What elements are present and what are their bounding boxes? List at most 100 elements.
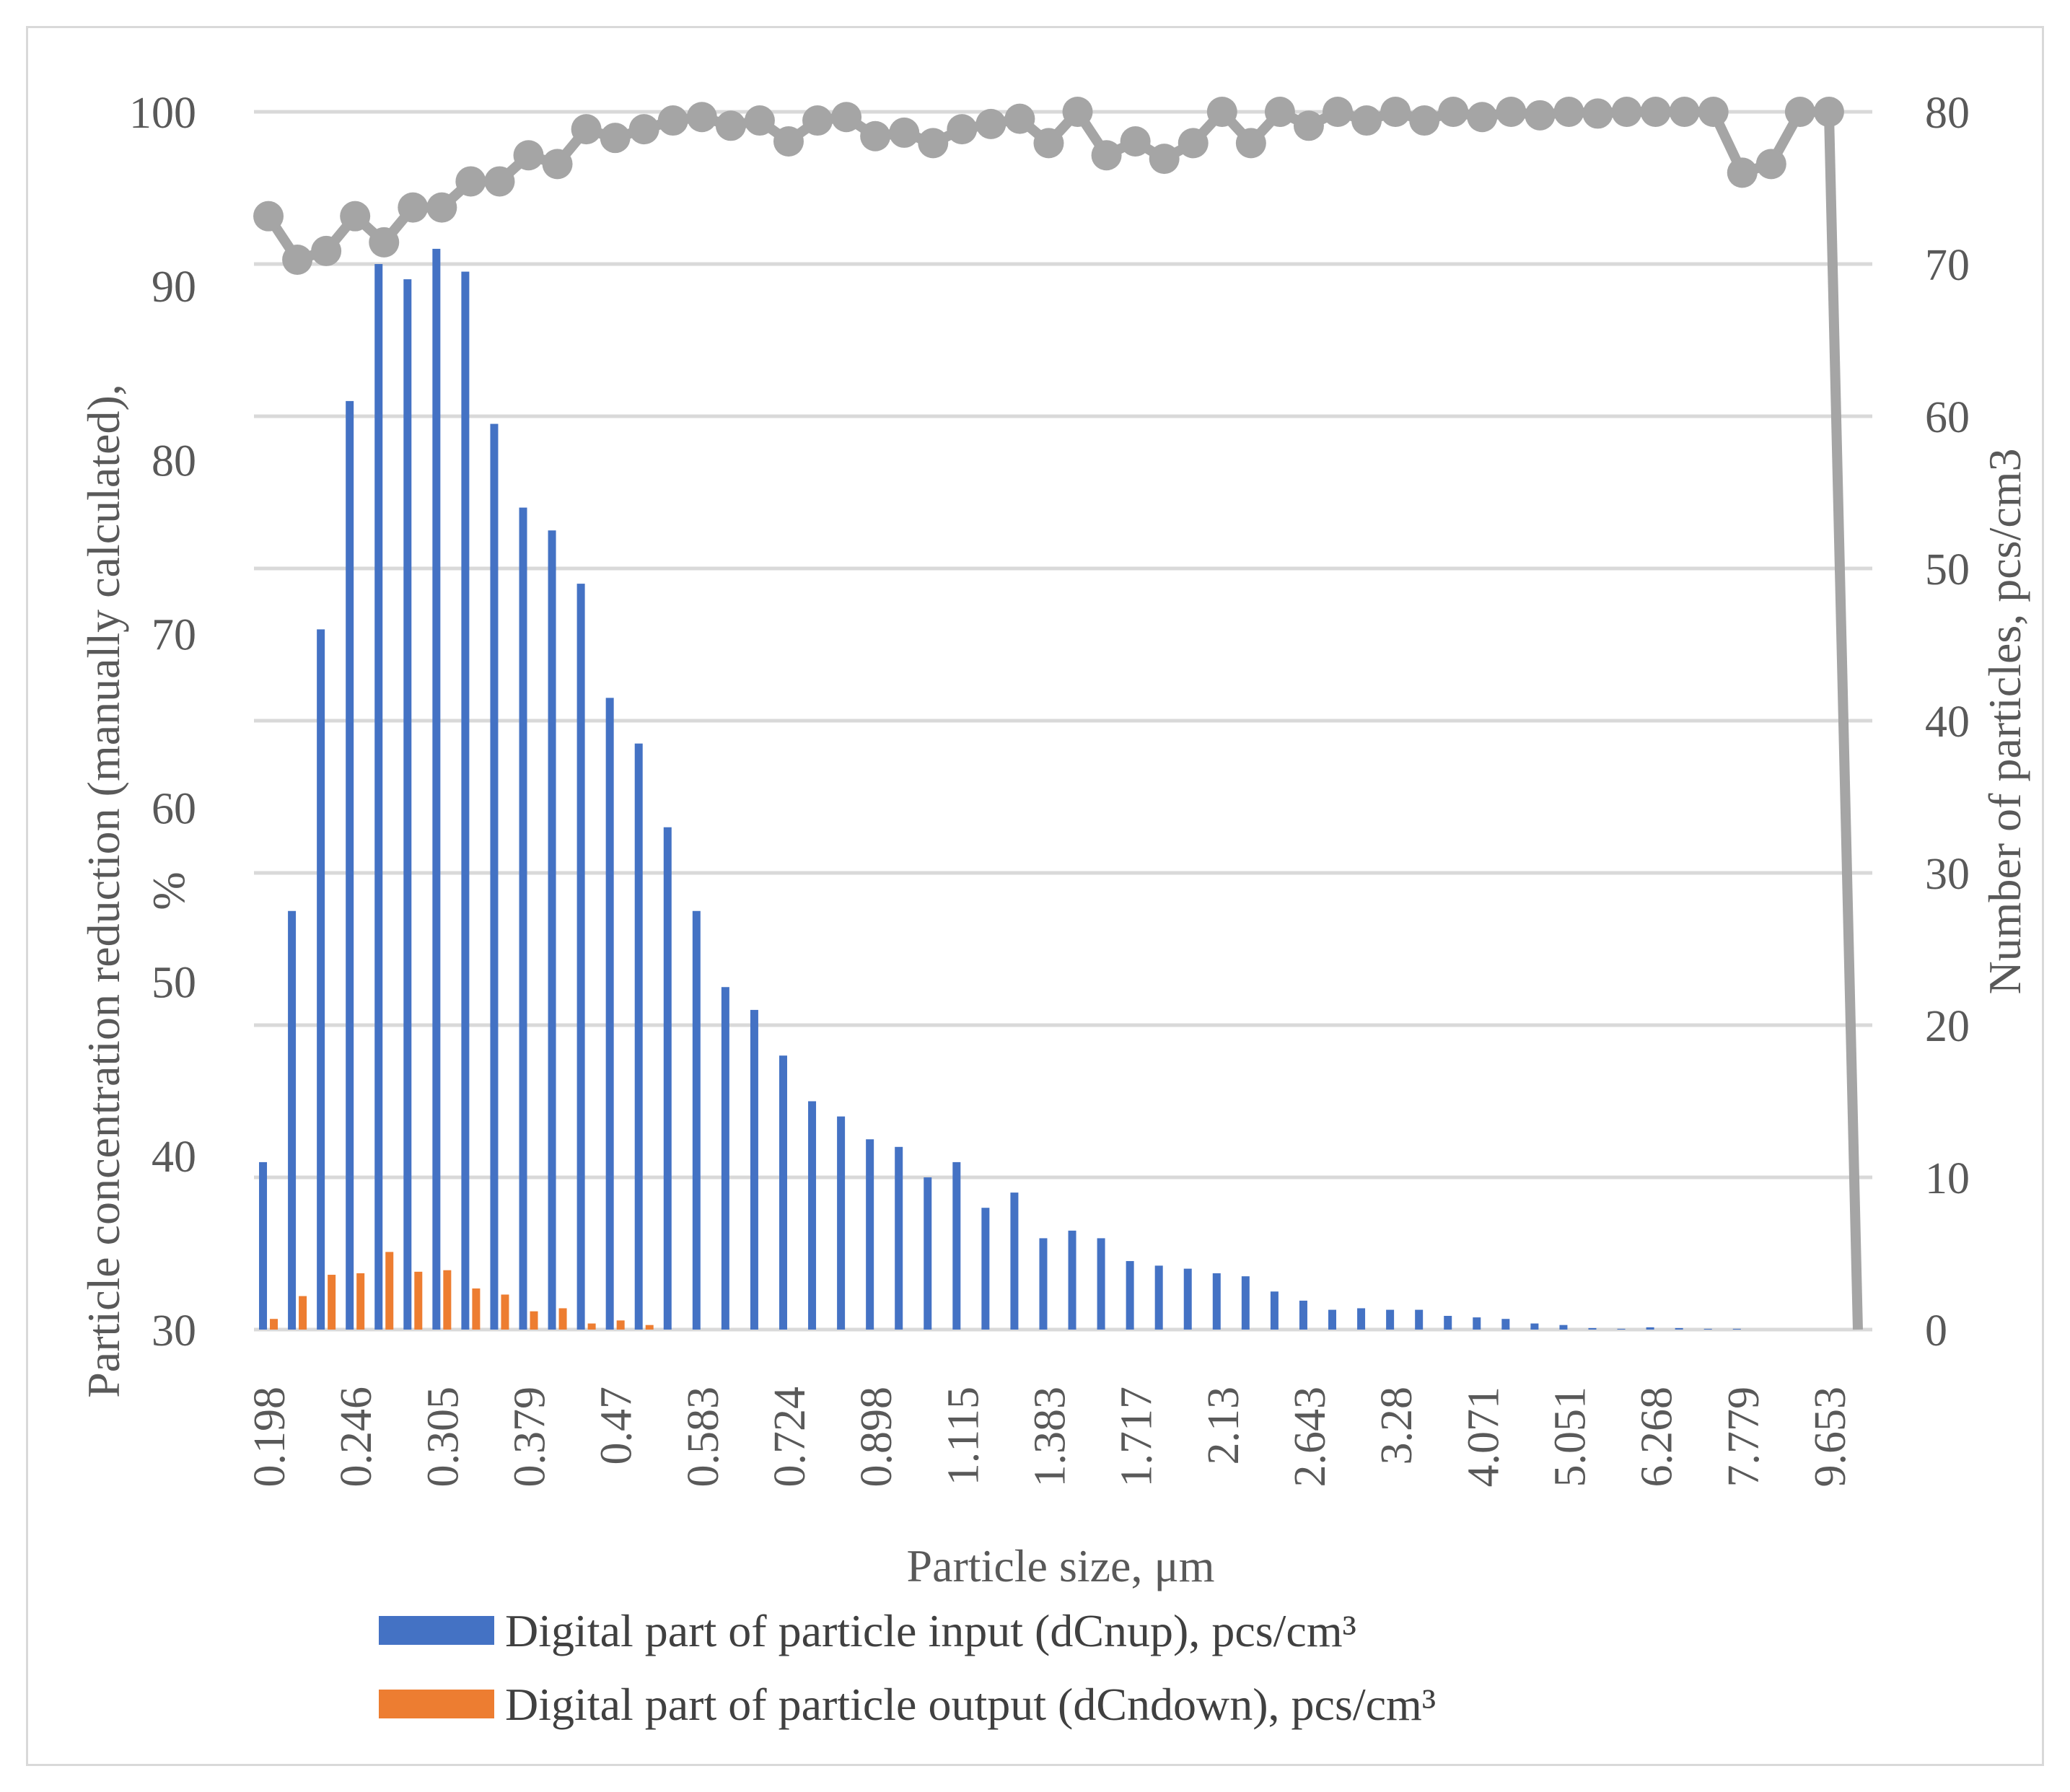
reduction-marker	[947, 114, 978, 145]
reduction-marker	[1784, 97, 1815, 127]
input-bar	[1588, 1327, 1597, 1330]
y-right-tick-label: 80	[1925, 89, 1970, 138]
input-bar	[895, 1146, 903, 1330]
output-bar	[645, 1325, 654, 1330]
input-bar	[519, 507, 527, 1330]
input-bar	[1010, 1193, 1019, 1330]
input-bar	[1732, 1328, 1741, 1330]
legend-label-output: Digital part of particle output (dCndown…	[505, 1679, 1436, 1730]
y-right-tick-label: 40	[1925, 698, 1970, 747]
input-bar	[1039, 1238, 1048, 1330]
y-left-tick-label: 80	[152, 436, 196, 486]
input-bar	[1299, 1300, 1307, 1330]
input-bar	[1357, 1308, 1366, 1330]
reduction-marker	[1351, 105, 1382, 136]
input-bar	[490, 423, 499, 1330]
x-tick-label: 0.198	[245, 1387, 294, 1488]
x-tick-label: 1.383	[1025, 1387, 1074, 1488]
x-tick-label: 4.071	[1459, 1387, 1508, 1488]
reduction-marker	[282, 244, 313, 275]
reduction-marker	[1698, 97, 1729, 127]
reduction-line-series	[253, 97, 1863, 1330]
y-left-axis-title-line2: %	[143, 871, 194, 910]
reduction-marker	[1755, 149, 1786, 180]
reduction-marker	[1438, 97, 1469, 127]
input-bars	[259, 248, 1741, 1330]
x-tick-label: 0.47	[592, 1387, 641, 1465]
input-bar	[721, 987, 729, 1330]
input-bar	[1270, 1291, 1279, 1330]
x-tick-label: 9.653	[1806, 1387, 1855, 1488]
output-bar	[472, 1288, 481, 1330]
x-tick-label: 2.13	[1199, 1387, 1248, 1465]
reduction-marker	[744, 105, 775, 136]
input-bar	[461, 271, 470, 1330]
y-left-tick-label: 100	[129, 89, 196, 138]
reduction-marker	[1611, 97, 1642, 127]
output-bar	[501, 1294, 509, 1330]
x-tick-label: 3.28	[1372, 1387, 1421, 1465]
input-bar	[952, 1161, 961, 1330]
x-tick-label: 7.779	[1719, 1387, 1768, 1488]
reduction-marker	[918, 128, 949, 159]
input-bar	[866, 1139, 874, 1330]
input-bar	[1328, 1309, 1337, 1330]
x-axis-title: Particle size, μm	[906, 1540, 1214, 1591]
y-left-tick-label: 60	[152, 785, 196, 834]
input-bar	[1617, 1328, 1626, 1330]
reduction-marker	[1004, 103, 1035, 134]
reduction-marker	[571, 114, 602, 145]
y-right-tick-label: 30	[1925, 850, 1970, 899]
y-left-tick-label: 90	[152, 263, 196, 312]
legend-swatch-output	[379, 1690, 494, 1718]
reduction-marker	[889, 117, 920, 148]
input-bar	[808, 1101, 817, 1330]
input-bar	[1386, 1309, 1395, 1330]
reduction-marker	[715, 110, 746, 141]
output-bar	[270, 1319, 279, 1330]
y-left-tick-label: 30	[152, 1306, 196, 1356]
input-bar	[692, 910, 701, 1330]
reduction-marker	[1264, 97, 1295, 127]
output-bar	[587, 1323, 596, 1330]
x-tick-label: 0.724	[766, 1387, 815, 1488]
reduction-marker	[1293, 110, 1324, 141]
y-left-axis-title-line1: Particle concentration reduction (manual…	[78, 384, 129, 1398]
reduction-marker	[1091, 140, 1122, 171]
x-tick-label: 0.246	[332, 1387, 381, 1488]
reduction-marker	[1380, 97, 1411, 127]
reduction-marker	[686, 102, 717, 133]
reduction-marker	[1235, 128, 1266, 159]
x-tick-label: 6.268	[1633, 1387, 1682, 1488]
y-right-tick-label: 70	[1925, 241, 1970, 290]
reduction-marker	[1409, 105, 1440, 136]
input-bar	[374, 264, 383, 1330]
x-tick-label: 0.583	[679, 1387, 728, 1488]
reduction-marker	[513, 140, 544, 171]
input-bar	[403, 279, 412, 1330]
input-bar	[1559, 1325, 1568, 1330]
reduction-marker	[1206, 97, 1237, 127]
reduction-marker	[253, 201, 284, 232]
reduction-marker	[773, 126, 804, 157]
reduction-marker	[340, 201, 371, 232]
reduction-marker	[802, 105, 833, 136]
reduction-marker	[1323, 97, 1354, 127]
y-right-tick-label: 50	[1925, 545, 1970, 594]
output-bars	[270, 1252, 654, 1330]
input-bar	[981, 1208, 990, 1330]
input-bar	[548, 530, 556, 1330]
input-bar	[346, 400, 354, 1330]
y-left-tick-label: 40	[152, 1133, 196, 1182]
input-bar	[317, 629, 325, 1330]
y-right-tick-label: 60	[1925, 393, 1970, 442]
x-tick-label: 2.643	[1286, 1387, 1335, 1488]
right-axis-ticks: 0 10 20 30 40 50 60 70 80	[1925, 89, 1970, 1356]
output-bar	[558, 1308, 567, 1330]
reduction-marker	[542, 149, 573, 180]
reduction-marker	[369, 227, 400, 258]
chart-frame	[26, 26, 2044, 1766]
x-tick-label: 1.717	[1113, 1387, 1162, 1488]
reduction-marker	[600, 123, 631, 154]
input-bar	[1646, 1327, 1654, 1330]
